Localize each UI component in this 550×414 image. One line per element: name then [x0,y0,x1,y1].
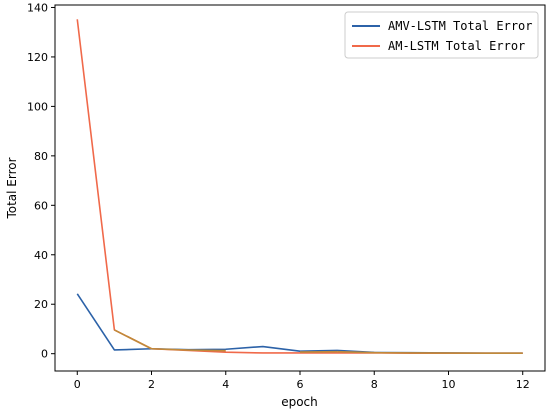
y-tick-label: 40 [34,249,48,262]
legend: AMV-LSTM Total Error AM-LSTM Total Error [344,11,539,59]
x-tick-label: 2 [148,378,155,391]
series-lines [76,19,523,354]
legend-box [344,11,539,59]
x-tick-label: 4 [222,378,229,391]
overlap-segment [114,329,152,350]
y-tick-label: 60 [34,199,48,212]
x-tick-label: 12 [516,378,530,391]
x-tick-label: 0 [74,378,81,391]
legend-label-2: AM-LSTM Total Error [388,39,525,53]
x-axis-label: epoch [281,395,318,409]
y-tick-label: 80 [34,150,48,163]
x-tick-label: 6 [297,378,304,391]
overlap-segment [188,349,226,352]
y-tick-label: 20 [34,298,48,311]
y-tick-label: 100 [27,100,48,113]
overlap-segment [151,347,189,351]
legend-label-1: AMV-LSTM Total Error [388,19,533,33]
y-tick-label: 0 [41,348,48,361]
y-axis-label: Total Error [5,157,19,219]
x-tick-label: 10 [441,378,455,391]
plot-area [54,4,546,372]
overlap-segment [337,350,375,354]
x-tick-label: 8 [371,378,378,391]
y-tick-label: 140 [27,1,48,14]
y-tick-label: 120 [27,51,48,64]
